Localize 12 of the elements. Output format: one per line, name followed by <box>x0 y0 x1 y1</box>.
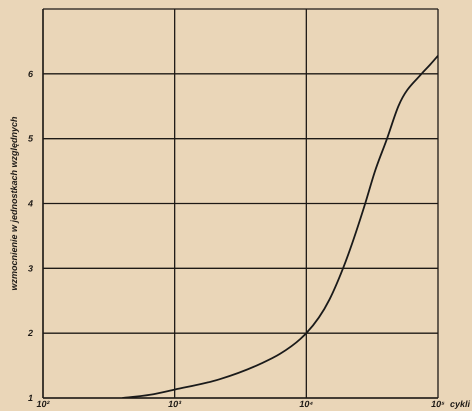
y-axis-title: wzmocnienie w jednostkach względnych <box>9 116 20 291</box>
x-tick-label: 10⁴ <box>299 399 314 409</box>
y-tick-label: 1 <box>28 393 33 403</box>
x-tick-label: 10² <box>36 399 51 409</box>
y-tick-label: 2 <box>26 328 33 338</box>
y-tick-label: 6 <box>28 68 34 79</box>
y-tick-label: 4 <box>26 198 33 208</box>
x-tick-label: 10⁵ <box>431 399 446 409</box>
x-axis-title: cykli <box>450 399 471 409</box>
y-tick-label: 3 <box>28 263 33 274</box>
x-tick-label: 10³ <box>168 399 182 409</box>
y-tick-label: 5 <box>28 134 34 144</box>
